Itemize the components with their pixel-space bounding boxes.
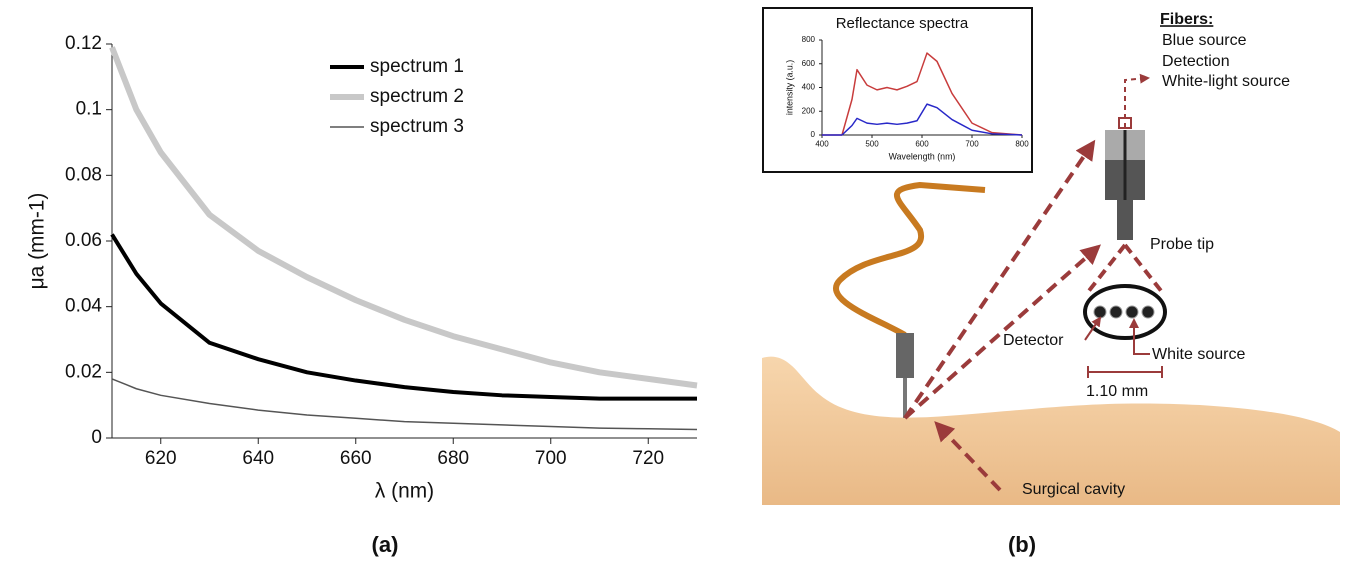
panel-label: (a) (372, 532, 399, 557)
y-tick-label: 0 (91, 427, 102, 448)
y-axis-label: μa (mm-1) (26, 193, 49, 290)
fiber-label: Detection (1162, 53, 1230, 70)
panel-label: (b) (1008, 532, 1036, 557)
y-tick-label: 400 (802, 83, 816, 92)
x-tick-label: 640 (242, 448, 274, 469)
y-tick-label: 0.12 (65, 33, 102, 54)
legend-label: spectrum 3 (370, 116, 464, 137)
chart-title: Reflectance spectra (836, 15, 969, 32)
cavity-label: Surgical cavity (1022, 481, 1125, 498)
fiber-arrow (1125, 78, 1148, 128)
x-axis-label: Wavelength (nm) (889, 151, 956, 161)
y-axis-label: intensity (a.u.) (784, 60, 794, 115)
y-tick-label: 0.08 (65, 164, 102, 185)
arrow (905, 247, 1098, 418)
x-tick-label: 660 (340, 448, 372, 469)
scale-bar (1088, 366, 1162, 378)
probe-stem (1117, 200, 1133, 240)
white-source-label: White source (1152, 346, 1245, 363)
x-tick-label: 680 (437, 448, 469, 469)
legend-label: spectrum 2 (370, 86, 464, 107)
y-tick-label: 800 (802, 35, 816, 44)
handheld-probe (896, 333, 914, 378)
legend-label: spectrum 1 (370, 56, 464, 77)
y-tick-label: 0.06 (65, 230, 102, 251)
y-tick-label: 0 (811, 130, 816, 139)
detector-label: Detector (1003, 332, 1064, 349)
x-tick-label: 700 (535, 448, 567, 469)
y-tick-label: 0.04 (65, 296, 102, 317)
x-tick-label: 700 (965, 140, 979, 149)
fiber-cable (836, 185, 985, 335)
x-tick-label: 720 (632, 448, 664, 469)
x-tick-label: 400 (815, 140, 829, 149)
y-tick-label: 0.1 (76, 99, 102, 120)
x-tick-label: 620 (145, 448, 177, 469)
x-tick-label: 600 (915, 140, 929, 149)
y-tick-label: 200 (802, 106, 816, 115)
y-tick-label: 600 (802, 59, 816, 68)
probe-tip-label: Probe tip (1150, 236, 1214, 253)
y-tick-label: 0.02 (65, 361, 102, 382)
fibers-title: Fibers: (1160, 11, 1213, 28)
x-axis-label: λ (nm) (375, 480, 434, 503)
scale-label: 1.10 mm (1086, 383, 1148, 400)
fiber-label: White-light source (1162, 73, 1290, 90)
fiber-label: Blue source (1162, 32, 1247, 49)
x-tick-label: 800 (1015, 140, 1029, 149)
x-tick-label: 500 (865, 140, 879, 149)
figure: Fibers: Blue source Detection White-ligh… (0, 0, 1350, 568)
